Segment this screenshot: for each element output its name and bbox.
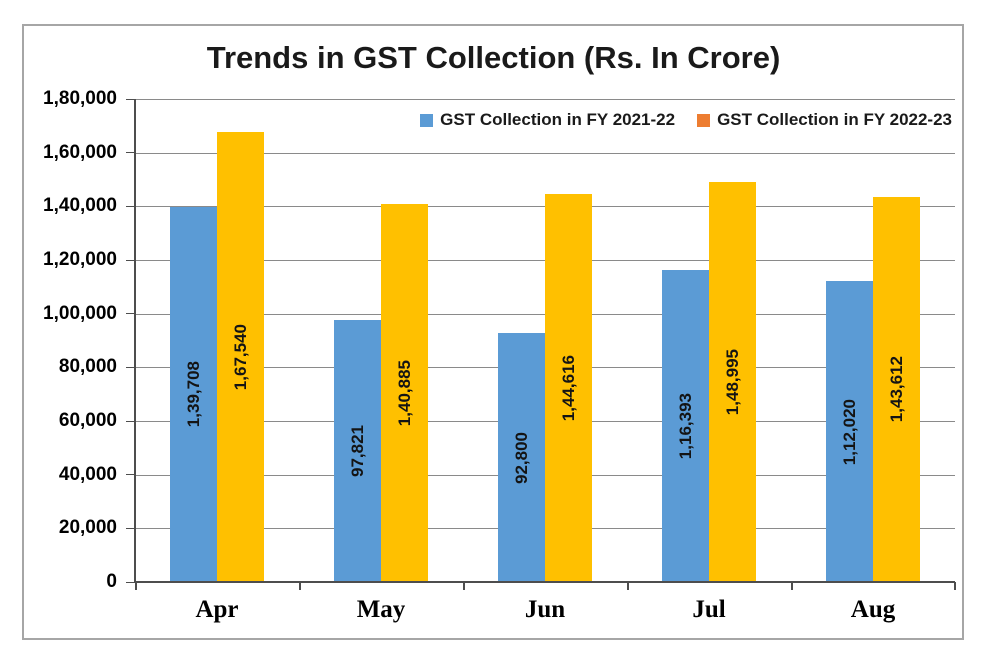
bar-data-label: 1,48,995	[722, 349, 742, 416]
y-axis-label: 20,000	[58, 517, 117, 539]
y-axis-label: 1,40,000	[43, 195, 117, 217]
x-axis-label-aug: Aug	[850, 596, 896, 623]
legend-item-2: GST Collection in FY 2022-23	[697, 110, 952, 130]
x-axis-label-apr: Apr	[195, 596, 239, 623]
bar-may-series-2: 1,40,885	[381, 203, 428, 582]
y-axis-label: 1,60,000	[43, 141, 117, 163]
y-axis-label: 1,20,000	[43, 249, 117, 270]
x-axis-line	[134, 581, 955, 583]
y-axis-tick	[126, 581, 136, 583]
y-axis-tick	[126, 98, 136, 100]
bar-data-label: 1,43,612	[886, 356, 906, 423]
bar-data-label: 97,821	[347, 424, 367, 477]
y-axis-line	[134, 99, 136, 582]
y-axis-tick	[126, 474, 136, 476]
y-axis-label: 1,00,000	[43, 302, 117, 324]
bar-jun-series-2: 1,44,616	[545, 193, 592, 582]
bar-data-label: 1,44,616	[558, 354, 578, 422]
bar-data-label: 1,12,020	[839, 398, 859, 465]
bar-data-label: 1,39,708	[183, 361, 203, 428]
x-axis-tick	[135, 582, 137, 590]
bar-jul-series-1: 1,16,393	[662, 269, 709, 582]
bar-jul-series-2: 1,48,995	[709, 182, 756, 582]
legend-marker-icon	[697, 113, 711, 127]
x-axis-tick	[299, 582, 301, 590]
legend: GST Collection in FY 2021-22 GST Collecti…	[420, 110, 952, 130]
bar-jun-series-1: 92,800	[498, 333, 545, 582]
y-axis-tick	[126, 259, 136, 261]
y-axis-tick	[126, 313, 136, 315]
bar-apr-series-2: 1,67,540	[217, 132, 264, 582]
bar-apr-series-1: 1,39,708	[170, 207, 217, 582]
x-axis-tick	[954, 582, 956, 590]
chart-title: Trends in GST Collection (Rs. In Crore)	[206, 40, 781, 75]
bar-data-label: 1,40,885	[394, 359, 414, 427]
x-axis-tick	[463, 582, 465, 590]
y-axis-tick	[126, 152, 136, 154]
y-axis-label: 60,000	[58, 410, 117, 431]
bar-aug-series-1: 1,12,020	[826, 281, 873, 582]
y-axis-label: 1,80,000	[43, 88, 117, 109]
y-axis-label: 0	[106, 571, 117, 592]
y-axis-label: 40,000	[58, 463, 117, 485]
bar-may-series-1: 97,821	[334, 319, 381, 582]
bar-data-label: 1,67,540	[230, 324, 250, 391]
y-axis-label: 80,000	[58, 356, 117, 378]
y-axis-tick	[126, 366, 136, 368]
bar-data-label: 92,800	[511, 431, 531, 484]
x-axis-label-jun: Jun	[524, 596, 566, 623]
y-axis-tick	[126, 205, 136, 207]
y-axis-tick	[126, 527, 136, 529]
y-axis-tick	[126, 420, 136, 422]
bar-data-label: 1,16,393	[675, 392, 695, 459]
x-axis-tick	[791, 582, 793, 590]
legend-label: GST Collection in FY 2022-23	[717, 110, 952, 129]
legend-marker-icon	[420, 113, 434, 127]
legend-item-1: GST Collection in FY 2021-22	[420, 110, 675, 130]
plot-area: 1,80,000 1,60,000 1,40,000 1,20,000 1,00,000…	[43, 88, 956, 623]
y-gridline	[135, 99, 955, 100]
legend-label: GST Collection in FY 2021-22	[440, 110, 676, 129]
x-axis-tick	[627, 582, 629, 590]
x-axis-label-may: May	[356, 596, 406, 623]
bar-aug-series-2: 1,43,612	[873, 196, 920, 582]
y-gridline	[135, 152, 955, 154]
x-axis-label-jul: Jul	[692, 596, 726, 623]
